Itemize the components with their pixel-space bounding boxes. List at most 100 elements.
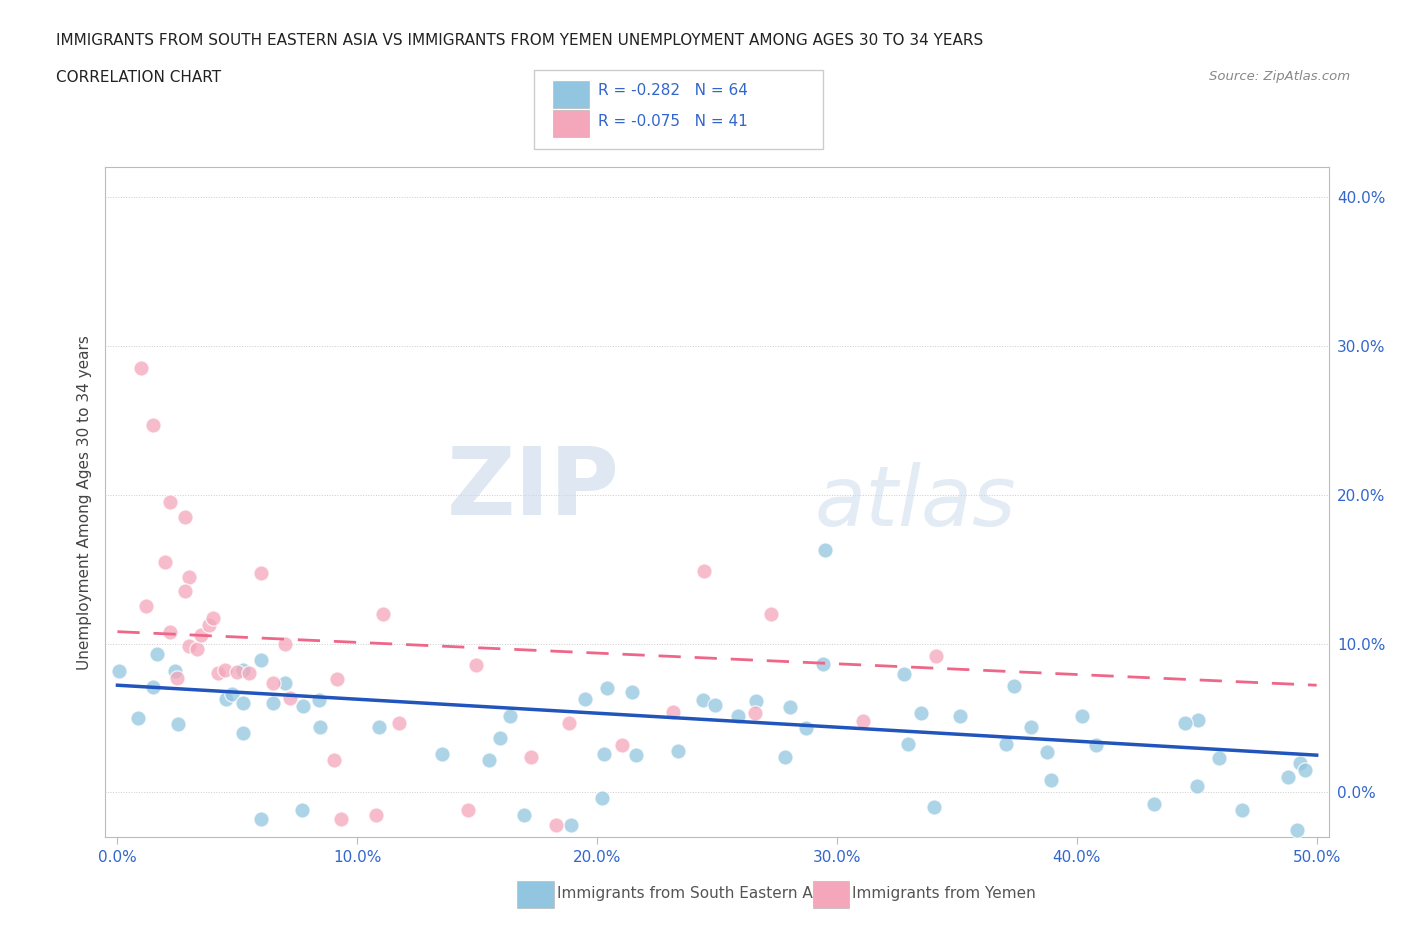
Point <box>477 752 499 767</box>
Point <box>262 696 284 711</box>
Text: atlas: atlas <box>815 461 1017 543</box>
Point <box>291 699 314 714</box>
Point <box>520 750 543 764</box>
Point <box>1277 769 1299 784</box>
Point <box>457 803 479 817</box>
Point <box>794 721 817 736</box>
Point <box>499 709 522 724</box>
Point <box>1286 822 1309 837</box>
Point <box>221 686 243 701</box>
Point <box>309 720 332 735</box>
Point <box>250 812 273 827</box>
Point <box>1187 712 1209 727</box>
Text: ZIP: ZIP <box>446 443 619 535</box>
Point <box>232 725 254 740</box>
Point <box>250 565 273 580</box>
Point <box>1294 763 1316 777</box>
Point <box>922 800 945 815</box>
Point <box>662 705 685 720</box>
Point <box>278 690 301 705</box>
Point <box>558 715 581 730</box>
Point <box>179 569 201 584</box>
Point <box>1071 709 1094 724</box>
Point <box>142 418 165 432</box>
Point <box>159 495 181 510</box>
Point <box>910 705 932 720</box>
Point <box>173 583 195 598</box>
Point <box>1002 679 1025 694</box>
Point <box>779 699 801 714</box>
Point <box>745 694 768 709</box>
Point <box>596 681 619 696</box>
Point <box>1288 755 1310 770</box>
Text: Immigrants from South Eastern Asia: Immigrants from South Eastern Asia <box>557 886 834 901</box>
Point <box>593 747 616 762</box>
Point <box>1039 773 1062 788</box>
Point <box>544 817 567 832</box>
Point <box>202 610 225 625</box>
Point <box>893 667 915 682</box>
Point <box>274 675 297 690</box>
Text: CORRELATION CHART: CORRELATION CHART <box>56 70 221 85</box>
Point <box>326 672 349 687</box>
Text: IMMIGRANTS FROM SOUTH EASTERN ASIA VS IMMIGRANTS FROM YEMEN UNEMPLOYMENT AMONG A: IMMIGRANTS FROM SOUTH EASTERN ASIA VS IM… <box>56 33 983 47</box>
Point <box>135 599 157 614</box>
Point <box>155 554 177 569</box>
Point <box>308 692 330 707</box>
Y-axis label: Unemployment Among Ages 30 to 34 years: Unemployment Among Ages 30 to 34 years <box>77 335 93 670</box>
Point <box>464 658 486 672</box>
Point <box>693 564 716 578</box>
Point <box>897 737 920 751</box>
Point <box>232 662 254 677</box>
Point <box>1019 720 1042 735</box>
Point <box>1036 744 1059 759</box>
Point <box>811 657 834 671</box>
Text: Source: ZipAtlas.com: Source: ZipAtlas.com <box>1209 70 1350 83</box>
Point <box>163 663 186 678</box>
Point <box>166 671 188 685</box>
Point <box>291 803 314 817</box>
Point <box>131 361 153 376</box>
Point <box>852 713 875 728</box>
Point <box>207 666 229 681</box>
Point <box>197 618 219 632</box>
Point <box>127 711 149 725</box>
Point <box>430 746 453 761</box>
Text: Immigrants from Yemen: Immigrants from Yemen <box>852 886 1036 901</box>
Point <box>215 692 238 707</box>
Text: R = -0.075   N = 41: R = -0.075 N = 41 <box>598 114 748 129</box>
Point <box>925 649 948 664</box>
Point <box>190 628 212 643</box>
Point <box>1142 797 1164 812</box>
Point <box>995 737 1018 751</box>
Point <box>167 716 190 731</box>
Point <box>371 607 394 622</box>
Point <box>703 698 725 712</box>
Point <box>159 625 181 640</box>
Point <box>610 737 633 752</box>
Point <box>179 638 201 653</box>
Point <box>727 709 749 724</box>
Point <box>142 679 165 694</box>
Point <box>232 696 254 711</box>
Point <box>513 807 536 822</box>
Point <box>489 731 512 746</box>
Point <box>238 666 260 681</box>
Point <box>250 653 273 668</box>
Point <box>173 510 195 525</box>
Point <box>744 705 766 720</box>
Point <box>368 719 391 734</box>
Point <box>775 750 797 764</box>
Point <box>186 642 208 657</box>
Point <box>323 752 346 767</box>
Point <box>761 606 783 621</box>
Point <box>145 646 167 661</box>
Point <box>262 676 284 691</box>
Text: R = -0.282   N = 64: R = -0.282 N = 64 <box>598 83 748 98</box>
Point <box>620 684 643 699</box>
Point <box>108 663 131 678</box>
Point <box>1185 779 1208 794</box>
Point <box>692 693 714 708</box>
Point <box>666 743 689 758</box>
Point <box>226 664 249 679</box>
